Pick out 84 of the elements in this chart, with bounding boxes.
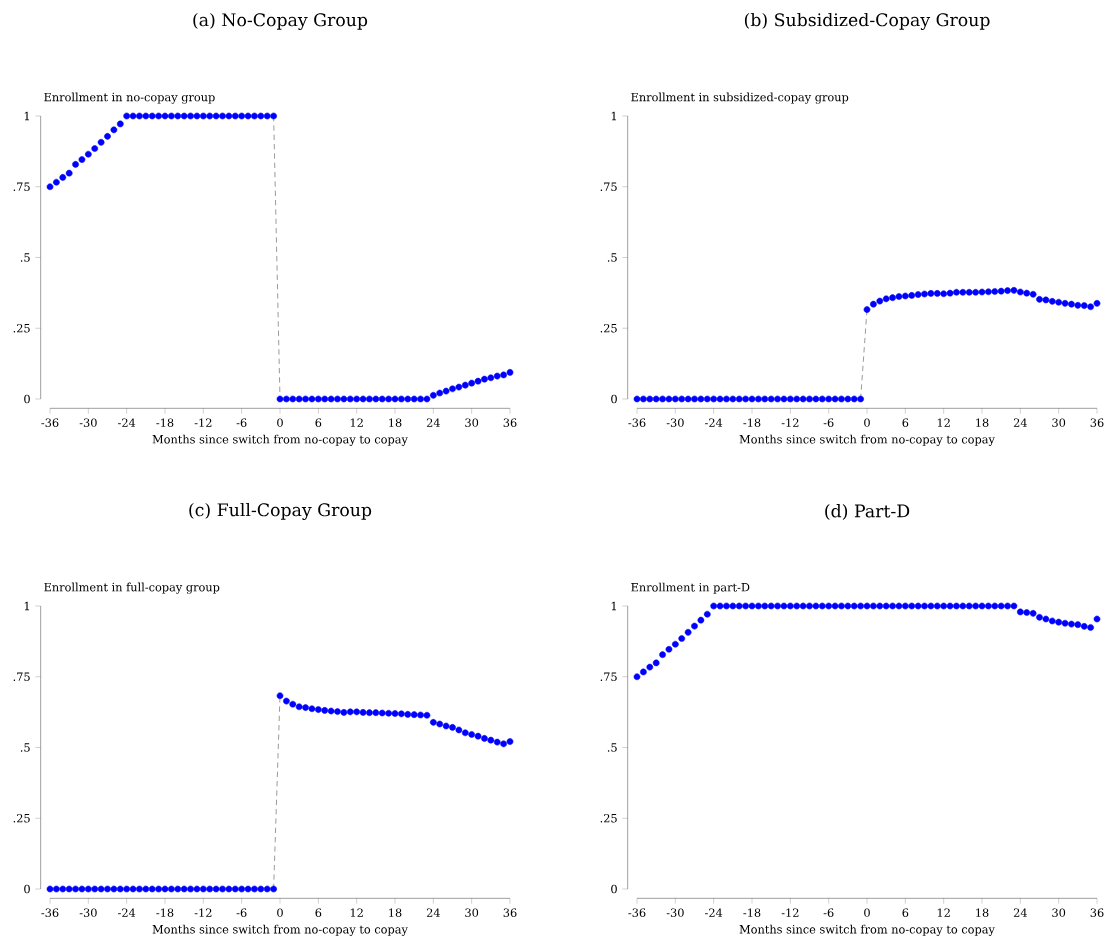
y-axis-title: Enrollment in no-copay group (44, 92, 215, 104)
x-tick-label: -24 (118, 418, 136, 427)
x-axis-title: Months since switch from no-copay to copay (152, 434, 408, 446)
x-tick-label: 6 (902, 418, 909, 427)
x-tick-label: 18 (389, 418, 402, 427)
x-tick-label: 0 (277, 908, 283, 917)
x-tick-label: -30 (79, 908, 97, 917)
x-axis-title: Months since switch from no-copay to copay (152, 924, 408, 936)
x-tick-label: -12 (781, 418, 799, 427)
x-tick-label: 0 (864, 908, 870, 917)
x-tick-label: -12 (194, 418, 212, 427)
x-axis-title: Months since switch from no-copay to copay (739, 924, 995, 936)
y-tick-label: .25 (13, 323, 30, 333)
x-tick-label: 30 (465, 418, 479, 427)
y-tick-label: 1 (24, 601, 30, 611)
x-tick-label: -6 (823, 908, 834, 917)
x-tick-label: -24 (705, 418, 723, 427)
x-tick-label: -36 (628, 418, 646, 427)
x-tick-label: -12 (781, 908, 799, 917)
chart-title: (c) Full-Copay Group (189, 502, 372, 520)
y-tick-label: .75 (13, 672, 30, 681)
x-tick-label: 18 (976, 908, 989, 917)
x-tick-label: 6 (315, 908, 322, 917)
chart-title: (d) Part-D (825, 504, 910, 520)
x-tick-label: -18 (156, 908, 174, 917)
x-tick-label: 6 (315, 418, 322, 427)
y-tick-label: .5 (607, 253, 617, 262)
y-tick-label: 0 (611, 884, 617, 894)
y-tick-label: .5 (607, 743, 617, 752)
y-tick-label: .75 (13, 182, 30, 191)
x-tick-label: 24 (1013, 418, 1027, 427)
x-tick-label: -36 (628, 908, 646, 917)
x-tick-label: 36 (503, 418, 517, 427)
x-tick-label: 24 (1013, 908, 1027, 917)
y-tick-label: 1 (611, 111, 617, 121)
x-tick-label: 12 (350, 908, 363, 917)
x-tick-label: -6 (236, 908, 247, 917)
x-tick-label: 12 (937, 418, 950, 427)
x-tick-label: 12 (350, 418, 363, 427)
x-tick-label: 30 (1052, 908, 1066, 917)
x-tick-label: -18 (743, 908, 761, 917)
x-tick-label: 6 (902, 908, 909, 917)
x-tick-label: 12 (937, 908, 950, 917)
x-tick-label: -24 (118, 908, 136, 917)
x-tick-label: -6 (236, 418, 247, 427)
y-tick-label: .25 (600, 323, 617, 333)
y-axis-title: Enrollment in part-D (631, 582, 750, 594)
x-tick-label: -30 (666, 908, 684, 917)
y-tick-label: 0 (24, 394, 30, 404)
x-tick-label: 24 (426, 908, 440, 917)
x-tick-label: 30 (1052, 418, 1066, 427)
chart-title: (a) No-Copay Group (193, 12, 368, 30)
x-tick-label: -30 (666, 418, 684, 427)
x-tick-label: -36 (41, 418, 59, 427)
y-tick-label: .25 (600, 813, 617, 823)
y-tick-label: 0 (24, 884, 30, 894)
x-tick-label: 0 (864, 418, 870, 427)
y-tick-label: 1 (24, 111, 30, 121)
y-axis-title: Enrollment in subsidized-copay group (631, 92, 849, 104)
x-tick-label: 0 (277, 418, 283, 427)
y-tick-label: .5 (20, 253, 30, 262)
x-tick-label: 18 (389, 908, 402, 917)
chart-title: (b) Subsidized-Copay Group (744, 12, 990, 30)
x-axis-title: Months since switch from no-copay to copay (739, 434, 995, 446)
y-tick-label: 0 (611, 394, 617, 404)
x-tick-label: -12 (194, 908, 212, 917)
y-axis-title: Enrollment in full-copay group (44, 582, 220, 594)
x-tick-label: 36 (503, 908, 517, 917)
x-tick-label: -36 (41, 908, 59, 917)
y-tick-label: .25 (13, 813, 30, 823)
x-tick-label: 18 (976, 418, 989, 427)
x-tick-label: -24 (705, 908, 723, 917)
x-tick-label: 24 (426, 418, 440, 427)
y-tick-label: .5 (20, 743, 30, 752)
x-tick-label: -18 (743, 418, 761, 427)
x-tick-label: -30 (79, 418, 97, 427)
x-tick-label: -6 (823, 418, 834, 427)
y-tick-label: .75 (600, 672, 617, 681)
x-tick-label: 30 (465, 908, 479, 917)
y-tick-label: 1 (611, 601, 617, 611)
x-tick-label: 36 (1090, 418, 1104, 427)
x-tick-label: 36 (1090, 908, 1104, 917)
x-tick-label: -18 (156, 418, 174, 427)
y-tick-label: .75 (600, 182, 617, 191)
